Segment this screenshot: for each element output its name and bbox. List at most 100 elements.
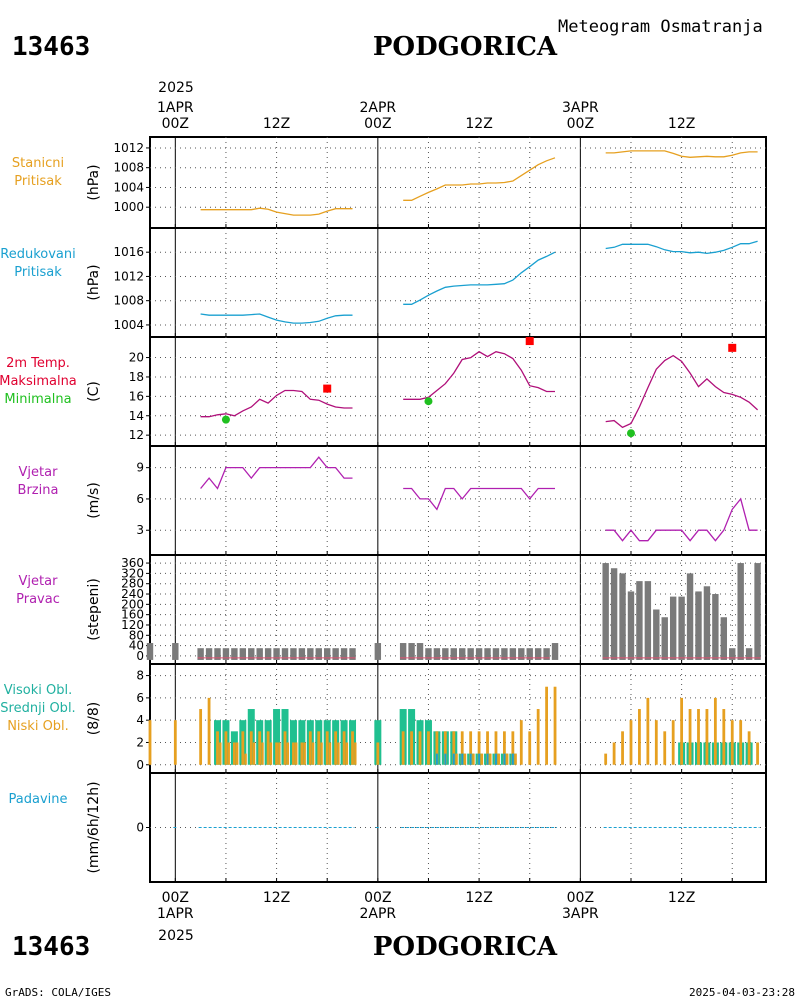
cloud-bar-low (300, 742, 304, 765)
panel-frame (149, 136, 767, 229)
cloud-bar-low (452, 731, 456, 765)
panel-label: Stanicni (12, 156, 64, 171)
cloud-bar-high (469, 753, 472, 765)
direction-bar (374, 643, 382, 660)
direction-bar (416, 643, 424, 660)
series-line (605, 354, 759, 429)
direction-bar (332, 648, 339, 660)
cloud-bar-low (317, 731, 321, 765)
direction-bar (619, 573, 626, 660)
cloud-bar-low-secondary (261, 742, 264, 765)
cloud-bar-low (275, 742, 278, 765)
station-name-bottom: PODGORICA (373, 932, 558, 962)
direction-bar (492, 648, 500, 660)
series-line (200, 389, 353, 418)
direction-bar (661, 617, 668, 660)
panel-label: Niski Obl. (7, 719, 69, 734)
cloud-bar-low (621, 731, 624, 765)
y-tick-label: 1008 (113, 294, 144, 308)
direction-bar (450, 648, 457, 660)
direction-bar (678, 596, 685, 660)
cloud-bar-low (283, 731, 287, 765)
y-tick-label: 0 (136, 649, 144, 663)
cloud-bar-low (427, 731, 430, 765)
cloud-bar-low-secondary (311, 742, 315, 765)
cloud-bar-low (207, 697, 211, 765)
y-tick-label: 1008 (113, 161, 144, 175)
bottom-time-label: 3APR (562, 906, 599, 922)
y-tick-label: 360 (121, 556, 144, 570)
bottom-time-label: 00Z (364, 890, 391, 906)
direction-bar (273, 648, 280, 660)
max-temp-marker (525, 337, 534, 346)
cloud-bar-low (705, 709, 709, 765)
bottom-time-label: 1APR (157, 906, 194, 922)
max-temp-marker (728, 343, 737, 352)
panel-label: Visoki Obl. (4, 683, 72, 698)
cloud-bar-high (503, 753, 506, 765)
direction-bar (264, 648, 272, 660)
cloud-bar-low (241, 731, 245, 765)
direction-bar (509, 648, 517, 660)
cloud-bar-mid (273, 709, 281, 765)
cloud-bar-low (494, 731, 498, 765)
panel-label: Minimalna (4, 392, 71, 407)
cloud-bar-low (697, 709, 700, 765)
cloud-bar-low (739, 720, 743, 765)
y-tick-label: 240 (121, 587, 144, 601)
y-tick-label: 200 (121, 597, 144, 611)
y-tick-label: 1000 (113, 200, 144, 214)
direction-bar (669, 596, 677, 660)
direction-bar (231, 648, 238, 660)
cloud-bar-low (646, 697, 650, 765)
panel-label: 2m Temp. (6, 356, 70, 371)
panel-precipitation: 0 (mm/6h/12h) Padavine (9, 772, 767, 883)
panel-units: (m/s) (86, 482, 102, 519)
cloud-bar-low-secondary (506, 753, 509, 765)
cloud-bar-low (638, 709, 641, 765)
y-tick-label: 1012 (113, 269, 144, 283)
series-line (403, 157, 556, 201)
direction-bar (501, 648, 508, 660)
cloud-bar-low (342, 731, 346, 765)
direction-bar (745, 648, 753, 660)
direction-bar (433, 648, 441, 660)
cloud-bar-low (435, 731, 439, 765)
direction-bar (214, 648, 221, 660)
cloud-bar-low-secondary (278, 742, 281, 765)
y-tick-label: 6 (136, 492, 144, 506)
direction-bar (754, 563, 761, 660)
bottom-time-label: 2APR (360, 906, 397, 922)
direction-bar (298, 648, 306, 660)
direction-bar (324, 648, 331, 660)
cloud-bar-low-secondary (295, 742, 298, 765)
cloud-bar-low (266, 731, 270, 765)
y-tick-label: 3 (136, 523, 144, 537)
cloud-bar-low (443, 731, 447, 765)
panel-label: Pravac (16, 592, 60, 607)
cloud-bar-high (444, 753, 447, 765)
cloud-bar-high (478, 753, 481, 765)
panel-frame (149, 227, 767, 338)
series-line (200, 207, 353, 216)
top-time-label: 00Z (364, 116, 391, 132)
cloud-bar-low-secondary (497, 753, 500, 765)
direction-bar (239, 648, 247, 660)
direction-bar (197, 648, 204, 660)
cloud-bar-high (461, 753, 464, 765)
cloud-bar-high (486, 753, 489, 765)
y-tick-label: 0 (136, 821, 144, 835)
cloud-bar-low-secondary (303, 742, 306, 765)
cloud-bar-low-secondary (286, 742, 290, 765)
cloud-bar-low (216, 731, 219, 765)
series-line (605, 240, 758, 255)
y-tick-label: 120 (121, 618, 144, 632)
direction-bar (459, 648, 466, 660)
cloud-bar-low (545, 686, 549, 765)
min-temp-marker (424, 397, 433, 406)
direction-bar (281, 648, 289, 660)
cloud-bar-low (232, 742, 236, 765)
y-tick-label: 20 (129, 351, 144, 365)
cloud-bar-low (503, 731, 506, 765)
top-time-label: 00Z (162, 116, 189, 132)
